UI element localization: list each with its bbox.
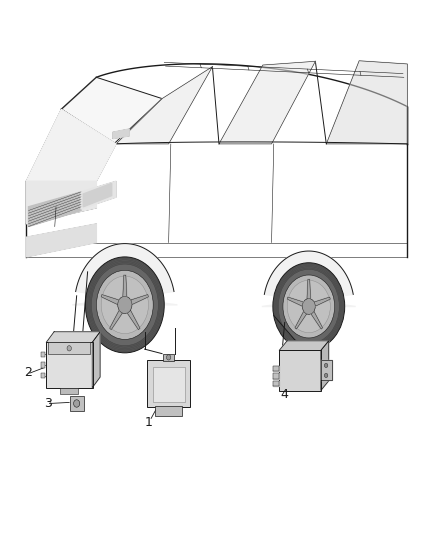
- Polygon shape: [131, 295, 148, 304]
- Circle shape: [91, 264, 158, 345]
- Bar: [48, 343, 90, 354]
- Circle shape: [302, 298, 315, 314]
- FancyBboxPatch shape: [46, 342, 93, 388]
- Polygon shape: [279, 341, 328, 351]
- Polygon shape: [83, 183, 112, 207]
- Polygon shape: [272, 373, 279, 378]
- Circle shape: [118, 296, 132, 313]
- Polygon shape: [326, 61, 407, 144]
- Polygon shape: [321, 341, 328, 390]
- Polygon shape: [123, 275, 127, 296]
- Polygon shape: [287, 297, 303, 306]
- Polygon shape: [26, 109, 116, 197]
- Circle shape: [67, 346, 71, 351]
- Polygon shape: [272, 366, 279, 371]
- Polygon shape: [127, 310, 140, 329]
- Circle shape: [273, 263, 345, 350]
- Polygon shape: [26, 181, 96, 224]
- Text: 3: 3: [44, 397, 52, 410]
- Bar: [155, 406, 182, 416]
- FancyBboxPatch shape: [152, 367, 185, 402]
- Polygon shape: [314, 297, 330, 306]
- Bar: [41, 362, 46, 368]
- Circle shape: [287, 280, 330, 333]
- Circle shape: [324, 364, 328, 368]
- Polygon shape: [101, 295, 119, 304]
- FancyBboxPatch shape: [279, 350, 321, 391]
- Polygon shape: [28, 192, 81, 227]
- Polygon shape: [46, 332, 100, 343]
- Circle shape: [96, 270, 153, 340]
- Text: 4: 4: [280, 388, 288, 401]
- Circle shape: [283, 275, 335, 338]
- Polygon shape: [321, 360, 332, 381]
- FancyBboxPatch shape: [70, 396, 84, 411]
- Bar: [163, 354, 174, 361]
- Circle shape: [278, 269, 339, 344]
- Polygon shape: [113, 129, 129, 139]
- Polygon shape: [116, 67, 212, 144]
- Polygon shape: [81, 181, 116, 209]
- Polygon shape: [219, 61, 315, 144]
- Bar: [41, 352, 46, 357]
- FancyBboxPatch shape: [147, 360, 190, 407]
- Polygon shape: [92, 332, 100, 388]
- Bar: [60, 388, 78, 394]
- Text: 2: 2: [24, 366, 32, 379]
- Polygon shape: [262, 251, 356, 306]
- Polygon shape: [295, 312, 307, 329]
- Polygon shape: [311, 312, 323, 329]
- Circle shape: [85, 257, 164, 353]
- Polygon shape: [307, 279, 311, 298]
- Polygon shape: [72, 244, 177, 305]
- Polygon shape: [110, 310, 122, 329]
- Circle shape: [324, 373, 328, 377]
- Polygon shape: [61, 77, 162, 144]
- Bar: [41, 373, 46, 378]
- Text: 1: 1: [145, 416, 152, 430]
- Circle shape: [101, 276, 148, 334]
- Polygon shape: [26, 224, 96, 257]
- Circle shape: [166, 355, 171, 360]
- Circle shape: [74, 400, 80, 407]
- Polygon shape: [272, 381, 279, 386]
